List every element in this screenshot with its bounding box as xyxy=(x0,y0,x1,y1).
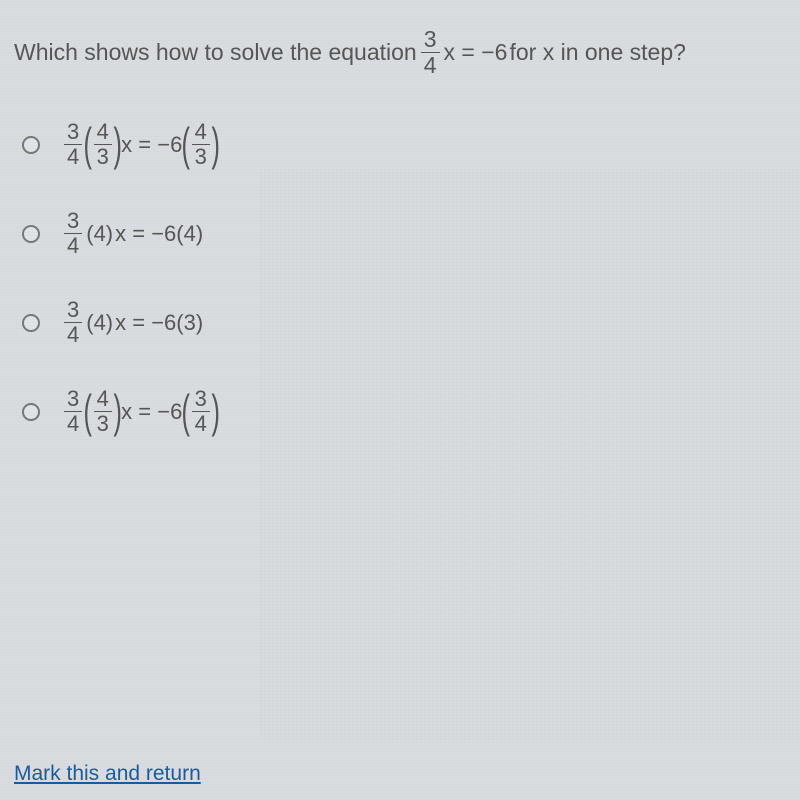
fraction: 3 4 xyxy=(64,210,82,257)
option-b[interactable]: 3 4 (4) x = −6(4) xyxy=(22,210,800,257)
right-paren-icon: ) xyxy=(211,395,219,427)
equation-mid: x = −6 xyxy=(121,132,182,158)
question-prefix: Which shows how to solve the equation xyxy=(14,39,417,66)
question-stem: Which shows how to solve the equation 3 … xyxy=(0,0,800,77)
question-equation-tail: x = −6 xyxy=(444,39,508,66)
right-paren-icon: ) xyxy=(113,395,121,427)
equation-mid: x = −6 xyxy=(121,399,182,425)
left-paren-icon: ( xyxy=(182,128,190,160)
question-coefficient-fraction: 3 4 xyxy=(421,28,440,77)
mark-and-return-link[interactable]: Mark this and return xyxy=(14,762,201,786)
option-d[interactable]: 3 4 ( 4 3 ) x = −6 ( 3 4 ) xyxy=(22,388,800,435)
radio-icon[interactable] xyxy=(22,225,40,243)
fraction: 3 4 xyxy=(64,388,82,435)
option-a-equation: 3 4 ( 4 3 ) x = −6 ( 4 3 ) xyxy=(62,121,217,168)
question-suffix: for x in one step? xyxy=(509,39,685,66)
fraction: 3 4 xyxy=(64,121,82,168)
multiplier-text: (4) xyxy=(86,221,113,247)
right-paren-icon: ) xyxy=(113,128,121,160)
left-paren-icon: ( xyxy=(182,395,190,427)
equation-mid: x = −6(3) xyxy=(115,310,203,336)
fraction: 3 4 xyxy=(192,388,210,435)
option-d-equation: 3 4 ( 4 3 ) x = −6 ( 3 4 ) xyxy=(62,388,217,435)
right-paren-icon: ) xyxy=(211,128,219,160)
fraction: 3 4 xyxy=(64,299,82,346)
fraction: 4 3 xyxy=(94,388,112,435)
answer-options: 3 4 ( 4 3 ) x = −6 ( 4 3 ) 3 4 (4) xyxy=(0,121,800,435)
fraction: 4 3 xyxy=(94,121,112,168)
option-c-equation: 3 4 (4) x = −6(3) xyxy=(62,299,203,346)
equation-mid: x = −6(4) xyxy=(115,221,203,247)
left-paren-icon: ( xyxy=(84,128,92,160)
radio-icon[interactable] xyxy=(22,314,40,332)
option-b-equation: 3 4 (4) x = −6(4) xyxy=(62,210,203,257)
multiplier-text: (4) xyxy=(86,310,113,336)
fraction: 4 3 xyxy=(192,121,210,168)
radio-icon[interactable] xyxy=(22,136,40,154)
option-c[interactable]: 3 4 (4) x = −6(3) xyxy=(22,299,800,346)
radio-icon[interactable] xyxy=(22,403,40,421)
option-a[interactable]: 3 4 ( 4 3 ) x = −6 ( 4 3 ) xyxy=(22,121,800,168)
left-paren-icon: ( xyxy=(84,395,92,427)
